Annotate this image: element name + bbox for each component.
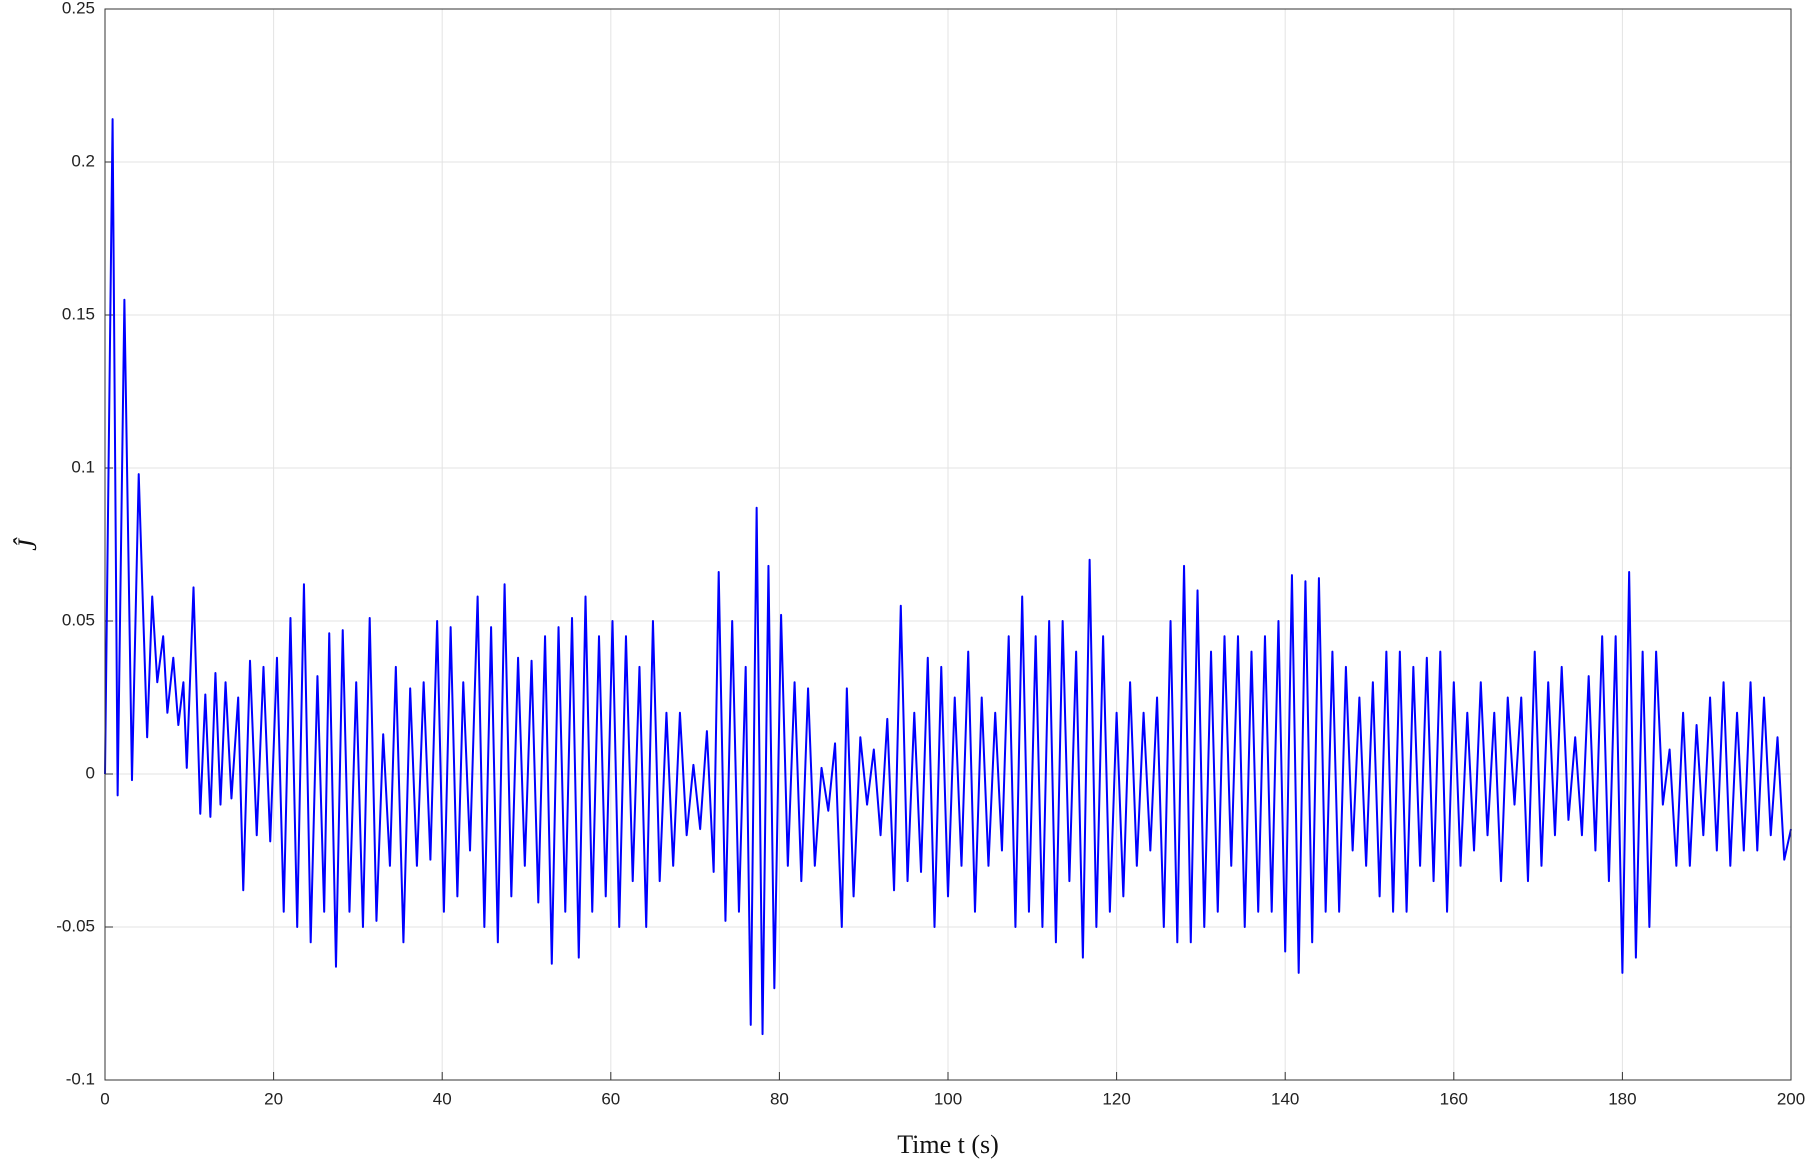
x-tick-label: 140	[1271, 1089, 1299, 1108]
y-tick-label: -0.1	[66, 1069, 95, 1088]
y-tick-label: 0.15	[62, 304, 95, 323]
y-tick-label: 0.25	[62, 0, 95, 17]
x-tick-label: 0	[100, 1089, 109, 1108]
x-tick-label: 200	[1777, 1089, 1805, 1108]
x-tick-label: 80	[770, 1089, 789, 1108]
x-tick-label: 100	[934, 1089, 962, 1108]
y-axis-label: Ĵ	[13, 537, 42, 551]
y-tick-label: 0.2	[71, 151, 95, 170]
y-tick-label: 0	[86, 763, 95, 782]
x-tick-label: 20	[264, 1089, 283, 1108]
data-line	[104, 118, 1792, 1036]
x-tick-label: 160	[1440, 1089, 1468, 1108]
x-tick-label: 180	[1608, 1089, 1636, 1108]
x-tick-label: 120	[1102, 1089, 1130, 1108]
x-tick-label: 60	[601, 1089, 620, 1108]
y-tick-label: 0.1	[71, 457, 95, 476]
y-tick-label: -0.05	[56, 916, 95, 935]
axes-box	[104, 8, 1792, 1081]
x-axis-label: Time t (s)	[897, 1130, 999, 1159]
x-tick-label: 40	[433, 1089, 452, 1108]
y-tick-label: 0.05	[62, 610, 95, 629]
